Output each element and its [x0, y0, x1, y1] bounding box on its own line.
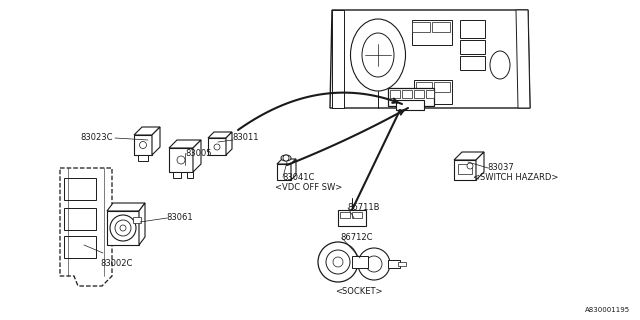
Polygon shape	[169, 148, 193, 172]
FancyBboxPatch shape	[64, 236, 96, 258]
Text: 83041C: 83041C	[282, 172, 314, 181]
Circle shape	[214, 144, 220, 150]
Polygon shape	[332, 10, 344, 108]
Polygon shape	[152, 127, 160, 155]
FancyBboxPatch shape	[414, 90, 424, 98]
FancyBboxPatch shape	[390, 90, 400, 98]
FancyBboxPatch shape	[434, 82, 450, 92]
FancyBboxPatch shape	[352, 212, 362, 218]
FancyBboxPatch shape	[412, 22, 430, 32]
FancyBboxPatch shape	[396, 100, 424, 110]
Polygon shape	[516, 10, 530, 108]
Circle shape	[115, 220, 131, 236]
Text: <VDC OFF SW>: <VDC OFF SW>	[275, 183, 342, 193]
Polygon shape	[454, 160, 476, 180]
Circle shape	[283, 155, 289, 161]
Text: <SWITCH HAZARD>: <SWITCH HAZARD>	[473, 173, 558, 182]
Ellipse shape	[490, 51, 510, 79]
Polygon shape	[330, 10, 530, 108]
FancyBboxPatch shape	[338, 210, 366, 226]
Ellipse shape	[362, 33, 394, 77]
Text: 83005: 83005	[185, 148, 211, 157]
Circle shape	[110, 215, 136, 241]
Polygon shape	[277, 164, 291, 180]
Circle shape	[358, 248, 390, 280]
Polygon shape	[226, 132, 232, 155]
Polygon shape	[208, 132, 232, 138]
Polygon shape	[138, 155, 148, 161]
FancyBboxPatch shape	[340, 212, 350, 218]
FancyBboxPatch shape	[460, 56, 485, 70]
FancyBboxPatch shape	[64, 208, 96, 230]
Polygon shape	[454, 152, 484, 160]
Text: 83023C: 83023C	[81, 133, 113, 142]
FancyBboxPatch shape	[398, 262, 406, 266]
Circle shape	[326, 250, 350, 274]
Polygon shape	[291, 159, 296, 180]
Polygon shape	[107, 211, 139, 245]
FancyBboxPatch shape	[402, 90, 412, 98]
FancyBboxPatch shape	[416, 82, 432, 92]
Text: 86711B: 86711B	[347, 204, 380, 212]
FancyBboxPatch shape	[64, 178, 96, 200]
Polygon shape	[208, 138, 226, 155]
Circle shape	[318, 242, 358, 282]
Text: 83002C: 83002C	[100, 259, 132, 268]
Text: 83037: 83037	[487, 163, 514, 172]
FancyBboxPatch shape	[388, 260, 400, 268]
FancyBboxPatch shape	[412, 20, 452, 45]
Polygon shape	[134, 127, 160, 135]
Circle shape	[140, 141, 147, 148]
FancyBboxPatch shape	[426, 90, 434, 98]
Polygon shape	[169, 140, 201, 148]
FancyBboxPatch shape	[133, 217, 141, 223]
Text: 86712C: 86712C	[340, 233, 372, 242]
Text: 83061: 83061	[166, 213, 193, 222]
Circle shape	[333, 257, 343, 267]
FancyBboxPatch shape	[460, 40, 485, 54]
Polygon shape	[193, 140, 201, 172]
Circle shape	[120, 225, 126, 231]
FancyBboxPatch shape	[388, 88, 434, 106]
Ellipse shape	[281, 155, 291, 161]
FancyBboxPatch shape	[460, 20, 485, 38]
Text: 83011: 83011	[232, 133, 259, 142]
Circle shape	[177, 156, 185, 164]
Text: <SOCKET>: <SOCKET>	[335, 287, 383, 297]
Circle shape	[467, 163, 473, 169]
FancyBboxPatch shape	[352, 256, 368, 268]
Polygon shape	[107, 203, 145, 211]
Polygon shape	[187, 172, 193, 178]
Polygon shape	[277, 159, 296, 164]
Ellipse shape	[351, 19, 406, 91]
Polygon shape	[134, 135, 152, 155]
Polygon shape	[173, 172, 181, 178]
FancyBboxPatch shape	[432, 22, 450, 32]
FancyBboxPatch shape	[458, 164, 472, 174]
Polygon shape	[476, 152, 484, 180]
FancyBboxPatch shape	[414, 80, 452, 104]
Text: A830001195: A830001195	[585, 307, 630, 313]
Polygon shape	[139, 203, 145, 245]
Circle shape	[366, 256, 382, 272]
Polygon shape	[60, 168, 112, 286]
